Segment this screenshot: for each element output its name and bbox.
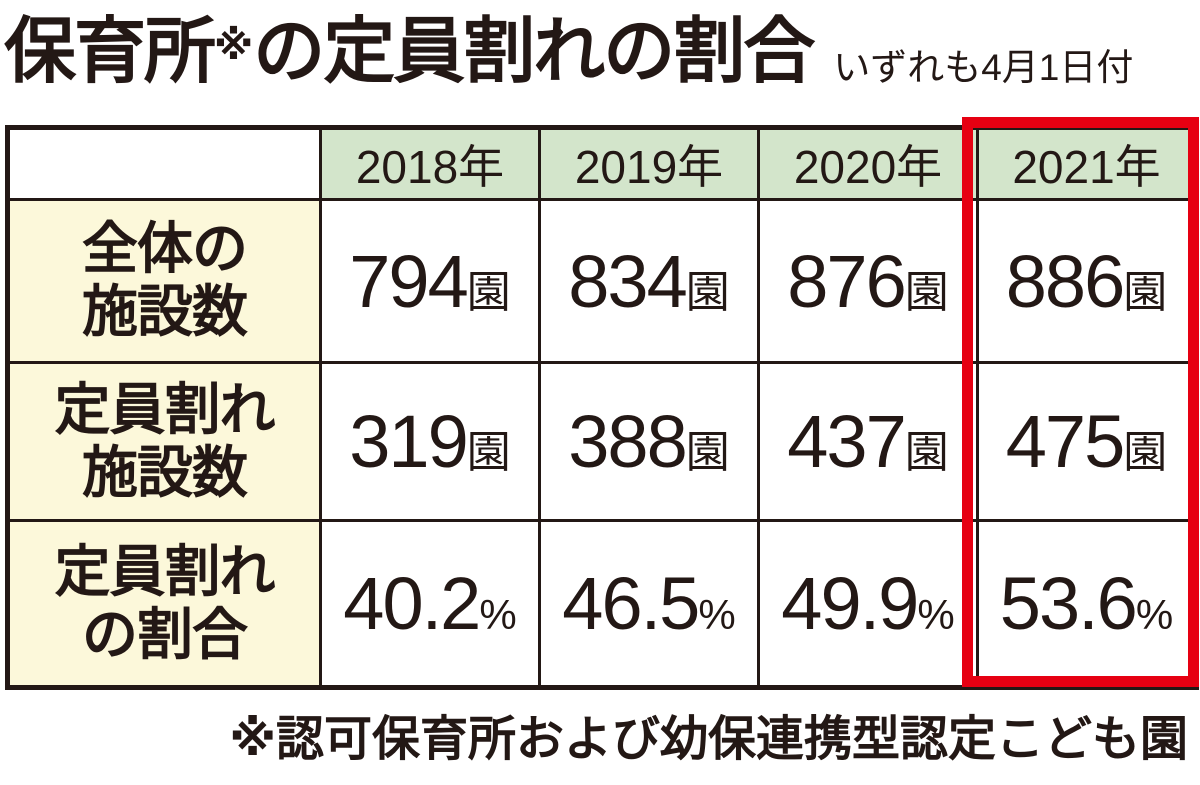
year-header-2021: 2021年 [976, 126, 1198, 201]
row-label-line: 全体の [82, 217, 248, 281]
title-text-after: の定員割れの割合 [253, 12, 815, 92]
row-label-line: の割合 [82, 602, 248, 666]
cell-ratio-2019: 46.5% [538, 519, 760, 689]
row-under-capacity-ratio: 定員割れ の割合 40.2% 46.5% 49.9% 53.6% [6, 519, 1198, 689]
year-header-2018: 2018年 [319, 126, 541, 201]
cell-shortfall-2018: 319園 [319, 361, 541, 522]
row-under-capacity-facilities: 定員割れ 施設数 319園 388園 437園 475園 [6, 361, 1198, 522]
title-row: 保育所※の定員割れの割合 いずれも4月1日付 [4, 6, 1196, 98]
row-label-total-facilities: 全体の 施設数 [6, 198, 322, 364]
cell-total-2020: 876園 [757, 198, 979, 364]
percent-label: % [698, 591, 736, 638]
row-total-facilities: 全体の 施設数 794園 834園 876園 886園 [6, 198, 1198, 364]
cell-total-2019: 834園 [538, 198, 760, 364]
cell-shortfall-2020: 437園 [757, 361, 979, 522]
unit-label: 園 [466, 428, 511, 477]
percent-label: % [1135, 591, 1174, 638]
footnote: ※認可保育所および幼保連携型認定こども園 [229, 713, 1188, 766]
unit-label: 園 [904, 267, 949, 317]
capacity-shortfall-table: 2018年 2019年 2020年 2021年 全体の 施設数 794園 834… [5, 125, 1199, 690]
corner-cell [6, 126, 322, 201]
footnote-marker-superscript: ※ [214, 22, 254, 69]
row-label-under-capacity-ratio: 定員割れ の割合 [6, 519, 322, 689]
cell-total-2018: 794園 [319, 198, 541, 364]
row-label-line: 施設数 [82, 440, 248, 504]
cell-total-2021: 886園 [976, 198, 1198, 364]
percent-label: % [917, 591, 955, 638]
row-label-line: 定員割れ [54, 377, 276, 441]
percent-label: % [479, 591, 517, 638]
page-title: 保育所※の定員割れの割合 [4, 6, 815, 98]
year-header-2019: 2019年 [538, 126, 760, 201]
row-label-under-capacity-facilities: 定員割れ 施設数 [6, 361, 322, 522]
table-header-row: 2018年 2019年 2020年 2021年 [6, 126, 1198, 201]
cell-shortfall-2019: 388園 [538, 361, 760, 522]
unit-label: 園 [685, 428, 730, 477]
unit-label: 園 [904, 428, 949, 477]
cell-shortfall-2021: 475園 [976, 361, 1198, 522]
unit-label: 園 [1123, 267, 1168, 317]
cell-ratio-2021: 53.6% [976, 519, 1198, 689]
unit-label: 園 [466, 267, 511, 317]
unit-label: 園 [1123, 428, 1168, 477]
date-note: いずれも4月1日付 [833, 47, 1134, 89]
title-text-before: 保育所 [4, 12, 216, 92]
unit-label: 園 [685, 267, 730, 317]
year-header-2020: 2020年 [757, 126, 979, 201]
cell-ratio-2018: 40.2% [319, 519, 541, 689]
row-label-line: 施設数 [82, 280, 248, 343]
cell-ratio-2020: 49.9% [757, 519, 979, 689]
row-label-line: 定員割れ [54, 539, 276, 603]
